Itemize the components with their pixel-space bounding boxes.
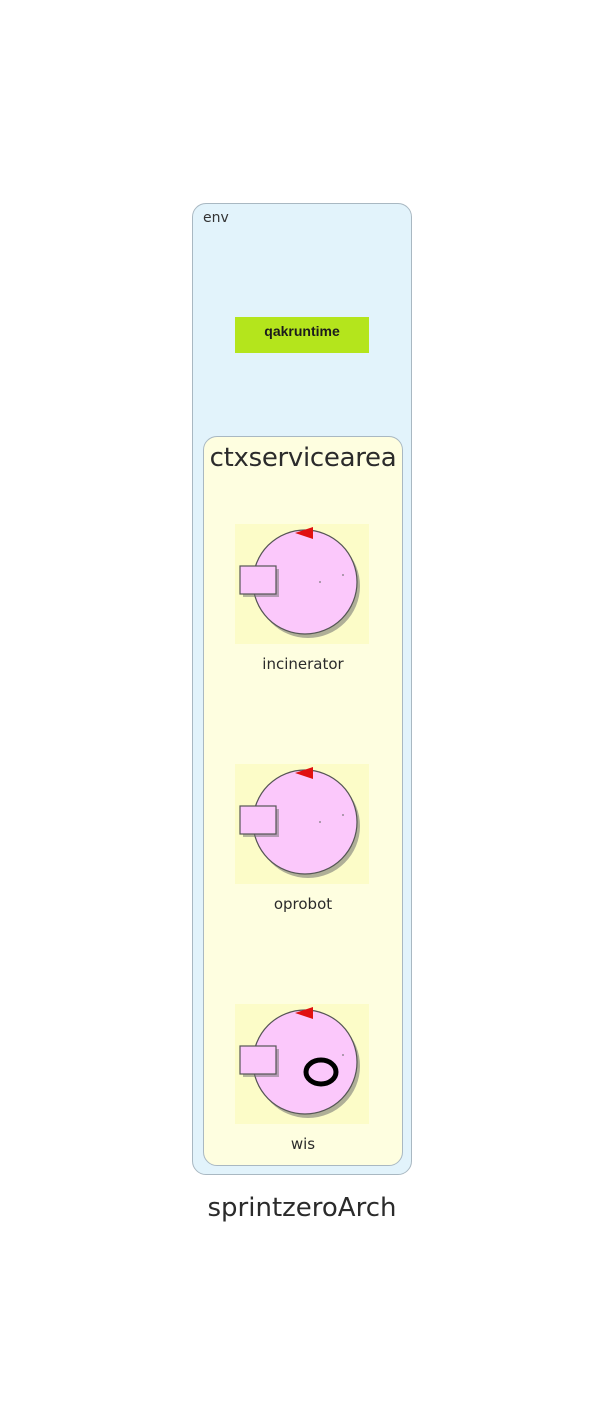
actor-icon bbox=[235, 764, 369, 884]
qakruntime-label: qakruntime bbox=[264, 323, 340, 339]
actor-name: incinerator bbox=[262, 655, 344, 673]
qakruntime-box: qakruntime bbox=[235, 317, 369, 353]
actor-oprobot: oprobot bbox=[204, 764, 402, 924]
context-ctxservicearea: ctxservicearea incinerator bbox=[203, 436, 403, 1166]
actor-with-ring-icon bbox=[235, 1004, 369, 1124]
context-title: ctxservicearea bbox=[209, 443, 397, 473]
actor-name: oprobot bbox=[273, 895, 333, 913]
system-name: sprintzeroArch bbox=[207, 1193, 397, 1223]
env-label: env bbox=[203, 210, 229, 226]
env-container: env qakruntime ctxservicearea incinerato… bbox=[192, 203, 412, 1175]
actor-name: wis bbox=[290, 1135, 316, 1153]
actor-icon bbox=[235, 524, 369, 644]
actor-wis: wis bbox=[204, 1004, 402, 1164]
actor-incinerator: incinerator bbox=[204, 524, 402, 684]
